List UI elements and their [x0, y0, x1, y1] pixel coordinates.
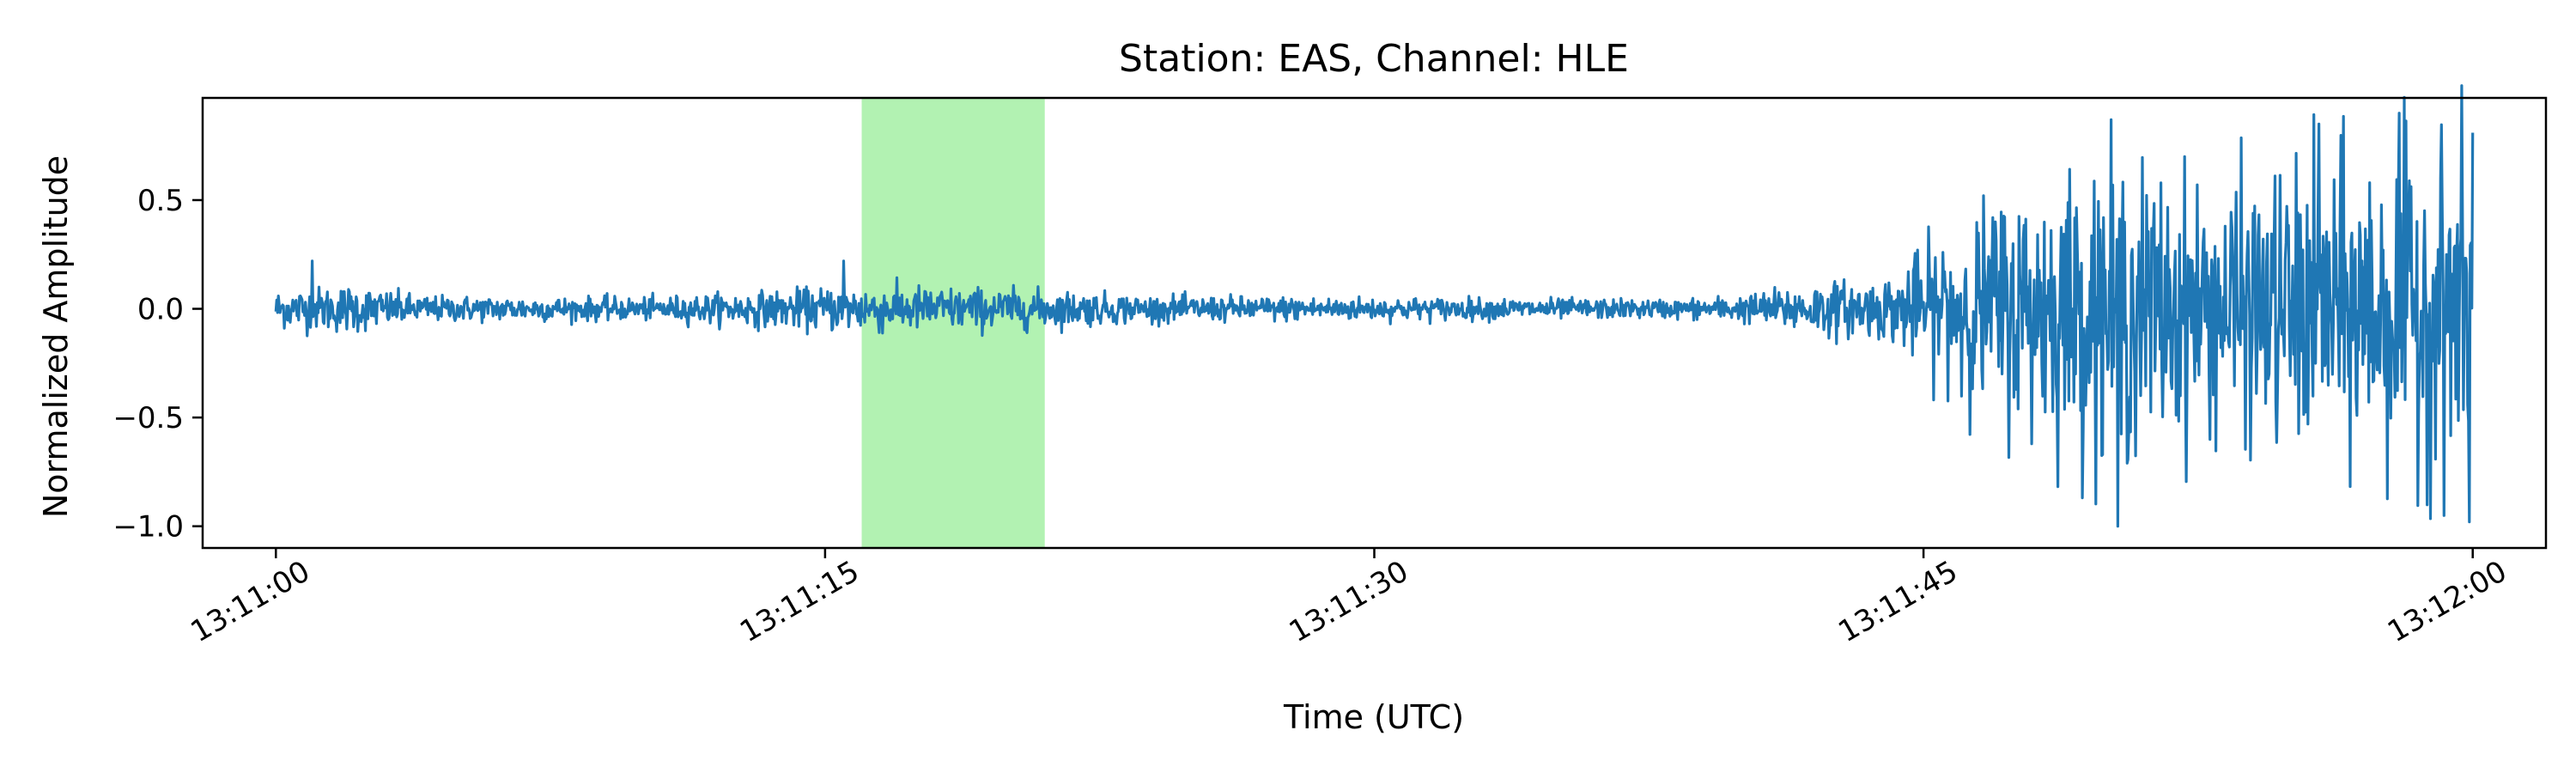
y-tick-label: −0.5	[112, 401, 184, 435]
y-tick-label: 0.0	[137, 293, 184, 327]
y-axis-label: Normalized Amplitude	[37, 155, 75, 518]
chart-title: Station: EAS, Channel: HLE	[1119, 37, 1629, 81]
y-tick-label: 0.5	[137, 184, 184, 218]
x-axis-label: Time (UTC)	[1283, 698, 1464, 736]
x-tick-label: 13:11:30	[1284, 554, 1414, 649]
y-tick-label: −1.0	[112, 510, 184, 545]
x-tick-label: 13:12:00	[2382, 554, 2512, 649]
x-tick-label: 13:11:15	[734, 554, 865, 649]
x-tick-label: 13:11:00	[185, 554, 316, 649]
waveform-line	[274, 84, 2475, 528]
x-tick-label: 13:11:45	[1832, 554, 1963, 649]
